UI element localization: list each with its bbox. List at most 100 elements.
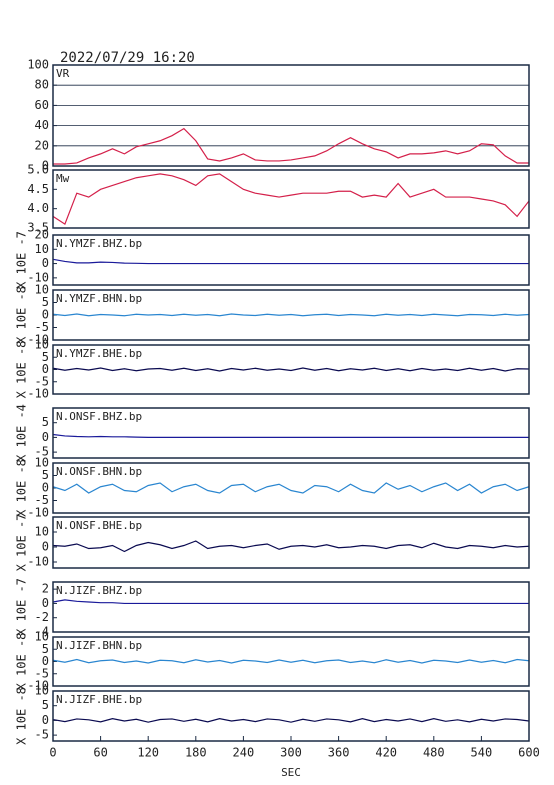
trace — [52, 599, 529, 605]
y-tick-label: 10 — [35, 456, 49, 470]
y-tick-label: 0 — [42, 159, 49, 173]
trace — [53, 127, 529, 165]
y-axis-label: X 10E -7 — [15, 231, 29, 289]
panel-label: Mw — [56, 172, 70, 185]
y-axis-label: X 10E -8 — [15, 341, 29, 399]
trace — [52, 313, 530, 317]
trace — [52, 658, 530, 664]
panel-frame — [52, 169, 530, 229]
y-tick-label: -10 — [27, 506, 49, 520]
y-axis-label: X 10E -8 — [15, 459, 29, 517]
y-axis-label: X 10E -4 — [15, 404, 29, 462]
y-tick-label: 5.0 — [27, 163, 49, 177]
y-tick-label: 0 — [42, 596, 49, 610]
y-tick-label: -4 — [35, 625, 49, 639]
panel-frame — [52, 407, 530, 459]
chart-title: 2022/07/29 16:20 — [60, 50, 195, 66]
y-tick-label: -5 — [35, 666, 49, 680]
y-axis-label: X 10E -7 — [15, 514, 29, 572]
y-axis-label: X 10E -7 — [15, 578, 29, 636]
panel-frame — [52, 462, 530, 514]
panel-label: VR — [56, 67, 70, 80]
y-tick-label: 0 — [42, 540, 49, 554]
x-tick-label: 600 — [518, 746, 540, 760]
y-tick-label: 0 — [42, 308, 49, 322]
x-tick-label: 0 — [49, 746, 56, 760]
x-tick-label: 120 — [137, 746, 159, 760]
y-tick-label: -10 — [27, 555, 49, 569]
x-axis-label: SEC — [281, 766, 301, 779]
panel-label: N.ONSF.BHZ.bp — [56, 410, 142, 423]
x-tick-label: 480 — [423, 746, 445, 760]
y-tick-label: -5 — [35, 728, 49, 742]
panel-frame — [52, 234, 530, 286]
panel-frame — [52, 289, 530, 341]
trace — [52, 433, 529, 439]
x-tick-label: 420 — [375, 746, 397, 760]
y-tick-label: 10 — [35, 630, 49, 644]
y-tick-label: 0 — [42, 713, 49, 727]
trace — [52, 367, 530, 372]
panel-label: N.YMZF.BHZ.bp — [56, 237, 142, 250]
y-tick-label: 4.0 — [27, 201, 49, 215]
y-tick-label: 10 — [35, 283, 49, 297]
y-tick-label: 2 — [42, 582, 49, 596]
y-tick-label: -10 — [27, 333, 49, 347]
y-tick-label: 0 — [42, 654, 49, 668]
x-tick-label: 240 — [233, 746, 255, 760]
y-tick-label: 5 — [42, 350, 49, 364]
y-tick-label: -5 — [35, 445, 49, 459]
y-tick-label: 0 — [42, 481, 49, 495]
y-tick-label: 20 — [35, 138, 49, 152]
y-tick-label: 60 — [35, 98, 49, 112]
y-tick-label: -2 — [35, 610, 49, 624]
x-tick-label: 540 — [471, 746, 493, 760]
x-tick-label: 60 — [93, 746, 107, 760]
y-axis-label: X 10E -8 — [15, 286, 29, 344]
y-tick-label: 5 — [42, 642, 49, 656]
panel-label: N.JIZF.BHE.bp — [56, 693, 142, 706]
panel-label: N.YMZF.BHN.bp — [56, 292, 142, 305]
trace — [52, 173, 530, 226]
y-tick-label: 3.5 — [27, 221, 49, 235]
y-tick-label: -5 — [35, 320, 49, 334]
y-tick-label: 5 — [42, 698, 49, 712]
panel-frame — [52, 581, 530, 633]
panel-frame — [52, 64, 530, 167]
trace — [52, 540, 530, 553]
panel-label: N.YMZF.BHE.bp — [56, 347, 142, 360]
y-tick-label: 5 — [42, 295, 49, 309]
y-tick-label: 80 — [35, 78, 49, 92]
y-tick-label: 40 — [35, 118, 49, 132]
trace — [52, 258, 529, 265]
trace — [52, 718, 530, 723]
panel-label: N.ONSF.BHN.bp — [56, 465, 142, 478]
y-tick-label: 5 — [42, 415, 49, 429]
y-tick-label: 10 — [35, 242, 49, 256]
y-tick-label: -10 — [27, 387, 49, 401]
y-tick-label: 10 — [35, 338, 49, 352]
y-tick-label: 100 — [27, 58, 49, 72]
y-tick-label: 10 — [35, 684, 49, 698]
panel-label: N.ONSF.BHE.bp — [56, 519, 142, 532]
y-tick-label: 0 — [42, 256, 49, 270]
y-tick-label: 10 — [35, 525, 49, 539]
y-tick-label: -10 — [27, 679, 49, 693]
y-tick-label: 0 — [42, 362, 49, 376]
y-tick-label: -10 — [27, 270, 49, 284]
x-tick-label: 360 — [328, 746, 350, 760]
x-tick-label: 300 — [280, 746, 302, 760]
y-tick-label: -5 — [35, 374, 49, 388]
panel-label: N.JIZF.BHN.bp — [56, 639, 142, 652]
y-tick-label: 0 — [42, 430, 49, 444]
x-tick-label: 180 — [185, 746, 207, 760]
panel-label: N.JIZF.BHZ.bp — [56, 584, 142, 597]
y-tick-label: 20 — [35, 228, 49, 242]
y-tick-label: 4.5 — [27, 182, 49, 196]
panel-frame — [52, 636, 530, 687]
y-tick-label: -5 — [35, 493, 49, 507]
y-axis-label: X 10E -8 — [15, 687, 29, 745]
y-tick-label: 5 — [42, 468, 49, 482]
